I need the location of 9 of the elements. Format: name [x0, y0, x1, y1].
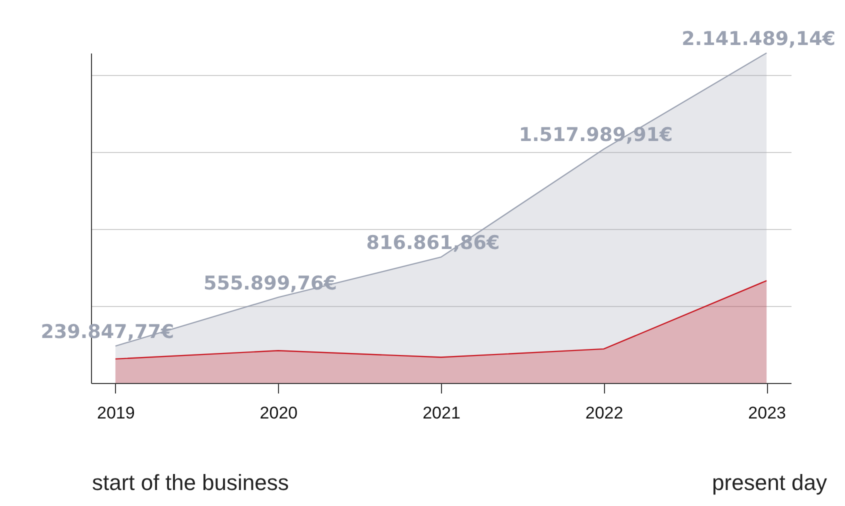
- data-label: 555.899,76€: [204, 272, 337, 294]
- text: start of the business: [92, 470, 289, 496]
- x-tick-label: 2023: [748, 404, 786, 422]
- data-label: 2.141.489,14€: [682, 28, 836, 50]
- x-tick-label: 2020: [260, 404, 298, 422]
- x-tick-label: 2019: [97, 404, 135, 422]
- x-tick-label: 2021: [422, 404, 460, 422]
- text: present day: [712, 470, 827, 496]
- x-tick-label: 2022: [585, 404, 624, 422]
